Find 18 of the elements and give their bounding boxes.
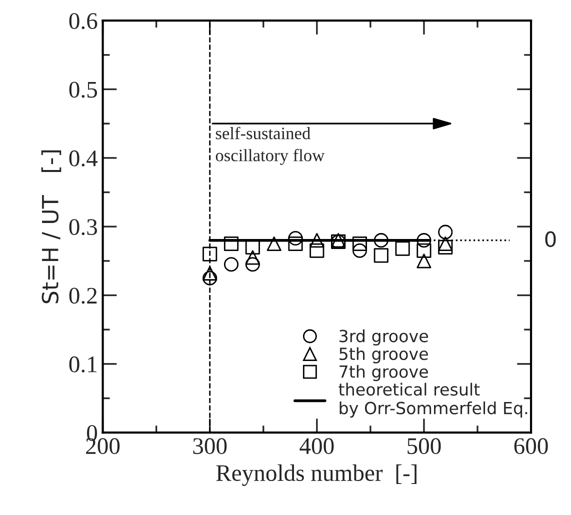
legend-label: 7th groove [340,365,428,382]
x-axis-title: Reynolds number [-] [216,464,416,486]
x-tick-label: 300 [193,438,227,454]
y-tick-label: 0.1 [69,356,96,372]
y-tick-label: 0.5 [69,82,97,98]
legend-label: 3rd groove [340,329,428,346]
y-tick-label: 0.6 [69,13,98,30]
y-tick-label: 0.3 [69,219,97,236]
x-tick-label: 600 [514,438,548,454]
annotation: self-sustained oscillatory flow [216,126,325,165]
y-tick-label: 0.2 [69,288,97,304]
text: 0 [545,231,556,248]
y-axis-title: St=H / UT [-] [41,150,62,304]
x-tick-label: 400 [300,438,334,454]
y-tick-label: 0.4 [69,150,98,166]
legend-label: theoretical result by Orr-Sommerfeld Eq. [338,382,528,418]
x-tick-label: 500 [408,438,441,454]
legend-label: 5th groove [340,347,428,364]
